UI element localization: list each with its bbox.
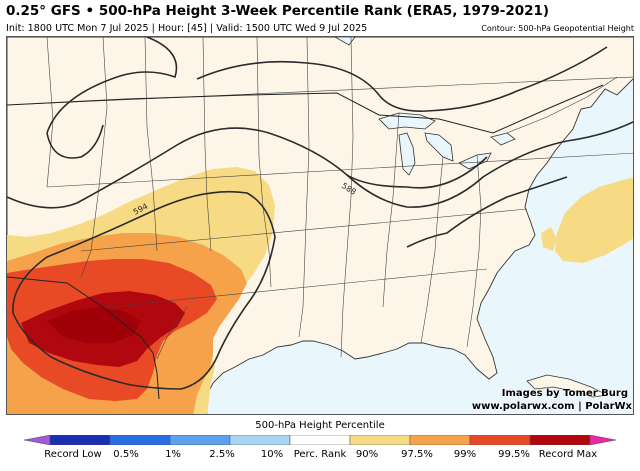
legend-label: 0.5%	[113, 449, 139, 460]
legend-label: Record Low	[44, 449, 102, 460]
map-svg: 594 588	[7, 37, 633, 414]
percentile-995-core	[47, 307, 141, 343]
legend-label: Record Max	[538, 449, 598, 460]
legend-label: 10%	[260, 449, 284, 460]
legend-labels: Record Low 0.5% 1% 2.5% 10% Perc. Rank 9…	[0, 449, 640, 463]
init-valid-info: Init: 1800 UTC Mon 7 Jul 2025 | Hour: [4…	[6, 23, 368, 34]
legend-color-cell	[469, 435, 531, 445]
credit-author: Images by Tomer Burg	[501, 388, 628, 399]
legend-color-cell	[589, 435, 616, 445]
legend-color-cell	[349, 435, 411, 445]
us-canada-border	[7, 84, 604, 134]
legend-color-cell	[49, 435, 111, 445]
cuba-island	[526, 374, 609, 398]
map-panel[interactable]: 594 588	[6, 36, 634, 415]
legend-label: Perc. Rank	[293, 449, 347, 460]
legend-title: 500-hPa Height Percentile	[255, 420, 385, 431]
legend-label: 97.5%	[401, 449, 433, 460]
height-contours	[7, 37, 633, 390]
legend-color-cell	[229, 435, 291, 445]
legend-label: 2.5%	[209, 449, 235, 460]
legend-color-cell	[109, 435, 171, 445]
great-lakes	[334, 37, 516, 176]
contour-note: Contour: 500-hPa Geopotential Height	[481, 24, 634, 33]
percentile-90-chesapeake-region	[541, 227, 557, 251]
legend-color-cell	[24, 435, 51, 445]
credit-website: www.polarwx.com | PolarWx	[471, 401, 632, 412]
legend-label: 99.5%	[498, 449, 530, 460]
page-title: 0.25° GFS • 500-hPa Height 3-Week Percen…	[6, 3, 550, 19]
state-borders	[7, 37, 633, 360]
legend-label: 99%	[453, 449, 477, 460]
legend-colorbar	[24, 435, 616, 445]
percentile-90-east-region	[555, 177, 633, 263]
legend-color-cell	[529, 435, 591, 445]
legend-color-cell	[169, 435, 231, 445]
legend-label: 90%	[355, 449, 379, 460]
legend-label: 1%	[165, 449, 181, 460]
legend-color-cell	[409, 435, 471, 445]
us-mexico-border	[7, 276, 160, 400]
legend-color-cell	[289, 435, 351, 445]
